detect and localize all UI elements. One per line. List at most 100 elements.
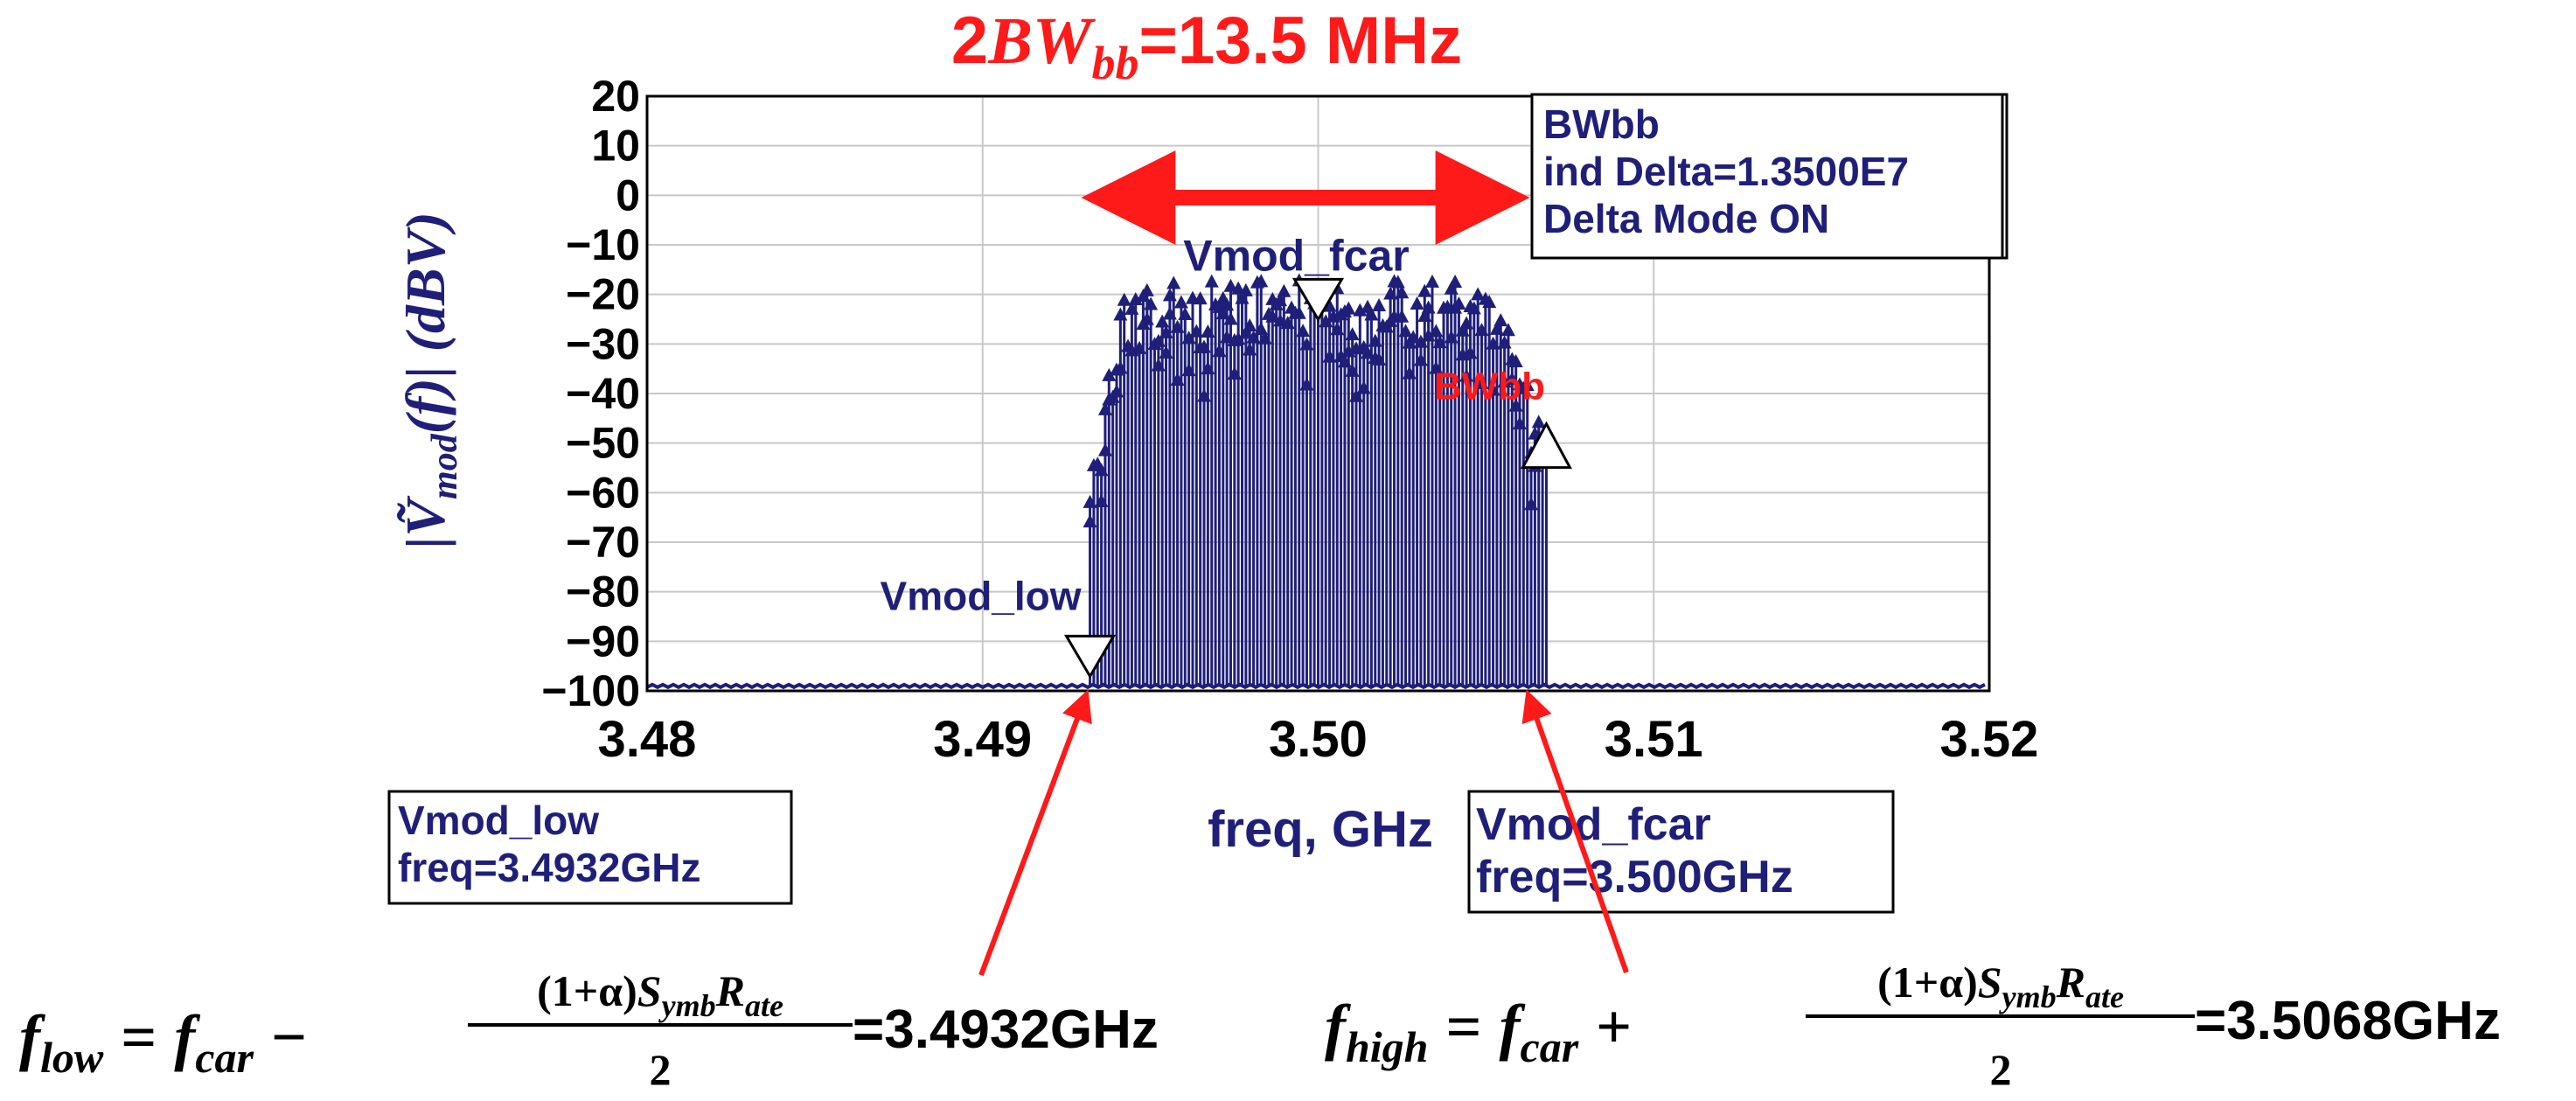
peak-point [1215,306,1230,320]
marker-vmod-fcar-triangle [1291,277,1345,323]
peak-point [1395,285,1410,299]
equation-high-result: =3.5068GHz [2195,991,2501,1051]
peak-point [1390,275,1405,289]
peak-point [1189,324,1204,338]
plot-frame [645,94,1991,693]
peak-point [1429,324,1444,338]
peak-point [1097,401,1112,415]
peak-point [1094,494,1109,508]
peak-point [1410,296,1424,310]
marker-label: Vmod_fcar [1183,231,1409,280]
peak-point [1296,324,1311,338]
peak-point [1155,314,1170,328]
y-tick-label: −90 [566,617,640,665]
peak-point [1094,463,1109,477]
peak-point [1197,339,1212,353]
x-tick-labels: 3.48 3.49 3.50 3.51 3.52 [598,711,2039,768]
peak-point [1113,360,1128,374]
peak-point [1212,344,1227,358]
peak-point [1348,388,1363,402]
peak-point [1471,287,1486,301]
peak-point [1319,314,1333,328]
peak-point [1201,361,1215,375]
peak-point [1444,281,1459,295]
peak-point [1497,335,1512,349]
peak-point [1474,323,1489,337]
peak-point [1508,398,1523,412]
y-tick-label: −60 [566,468,640,517]
peak-point [1178,306,1193,320]
delta-box-line3: Delta Mode ON [1543,196,1829,241]
peak-point [1162,288,1177,302]
svg-text:flow=fcar−: flow = fcar − [19,1002,307,1082]
peak-point [1345,363,1360,377]
peak-point [1265,309,1280,323]
peak-point [1356,380,1371,394]
peak-point [1193,291,1208,305]
peak-point [1486,382,1500,396]
peak-point [1273,293,1288,307]
peak-point [1166,275,1181,289]
peak-point [1406,330,1421,344]
peak-point [1474,375,1489,389]
peak-point [1139,311,1154,325]
peak-point [1223,311,1238,325]
equation-low: flow = fcar − (1+α)SymbRate 2 =3.4932GHz [19,966,1159,1094]
marker-label: BWbb [1434,366,1545,408]
peak-point [1097,442,1112,456]
x-tick-label: 3.48 [598,711,697,768]
y-axis-label: |Ṽmod(f)| (dBV) [394,212,465,548]
svg-text:2: 2 [650,1045,672,1094]
peak-point [1459,368,1474,382]
x-tick-label: 3.50 [1269,711,1368,768]
low-box-line1: Vmod_low [398,798,599,843]
low-box-line2: freq=3.4932GHz [398,845,700,890]
svg-text:2: 2 [1990,1045,2012,1094]
y-tick-label: −40 [566,369,640,418]
y-tick-label: −70 [566,518,640,567]
peak-point [1500,323,1515,337]
peak-point [1421,328,1436,342]
peak-point [1238,325,1253,339]
marker-label: Vmod_low [881,573,1082,618]
peak-point [1220,297,1235,311]
peak-point [1223,278,1238,292]
y-tick-label: −80 [566,568,640,617]
peak-point [1486,336,1500,350]
equation-low-result: =3.4932GHz [853,1000,1159,1060]
peak-point [1083,514,1097,528]
peak-point [1493,313,1508,327]
y-tick-label: −10 [566,220,640,269]
peak-point [1254,274,1269,288]
peak-point [1170,319,1185,333]
peak-point [1513,416,1528,430]
peak-point [1524,497,1539,511]
peak-markers [1083,273,1554,528]
peak-point [1417,308,1432,322]
peak-point [1424,274,1439,288]
equation-high: fhigh = fcar + (1+α)SymbRate 2 =3.5068GHz [1325,958,2501,1094]
peak-point [1257,331,1272,345]
peak-point [1277,283,1291,297]
peak-point [1170,372,1185,386]
peak-point [1531,415,1546,429]
peak-point [1505,372,1520,386]
peak-point [1463,345,1478,359]
peak-point [1452,296,1466,310]
peak-point [1238,282,1253,296]
fcar-box-line1: Vmod_fcar [1476,799,1711,850]
peak-point [1395,309,1410,323]
y-tick-label: −50 [566,419,640,468]
peak-point [1243,318,1257,332]
peak-point [1413,334,1428,348]
peak-point [1280,316,1295,330]
peak-point [1181,331,1196,345]
peak-point [1109,384,1124,398]
y-tick-label: −100 [541,666,640,715]
peak-point [1144,296,1159,310]
peak-point [1291,305,1306,319]
svg-text:(1+α)SymbRate: (1+α)SymbRate [1877,958,2124,1014]
low-pointer-arrow [978,689,1092,977]
peak-point [1299,377,1314,391]
